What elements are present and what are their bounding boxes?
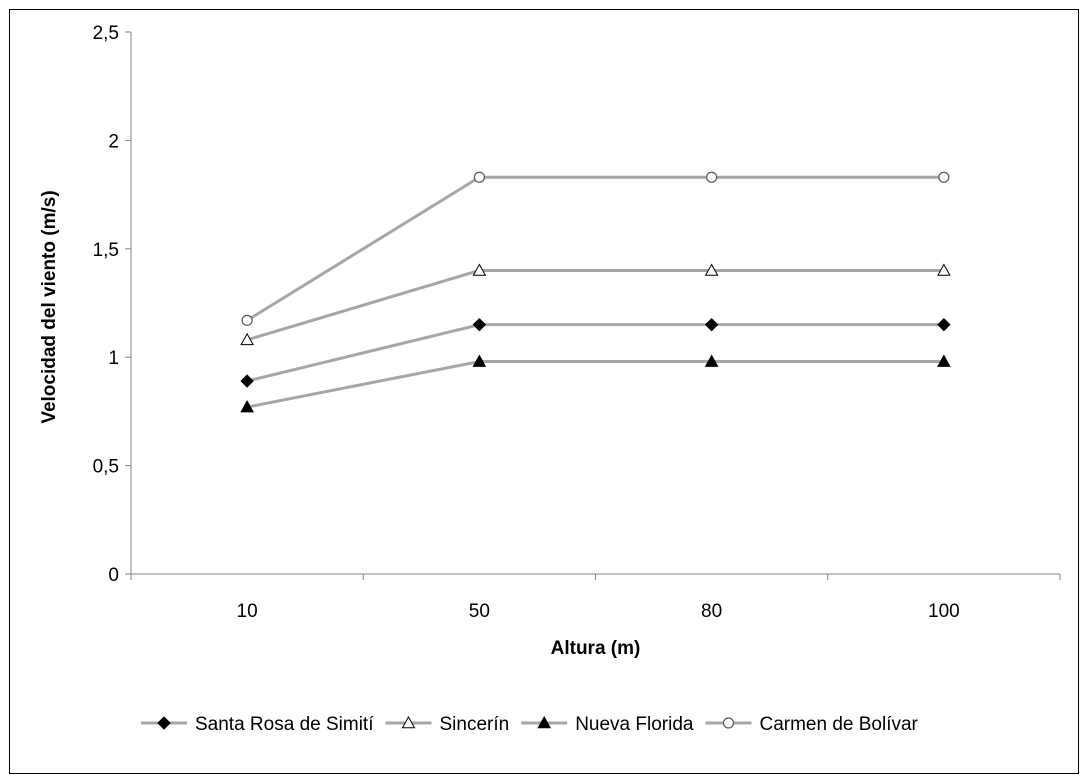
series-line xyxy=(246,268,944,342)
series-layer xyxy=(240,171,951,413)
data-point xyxy=(937,354,951,367)
series-2 xyxy=(240,354,951,413)
legend-label: Santa Rosa de Simití xyxy=(195,714,374,735)
legend-item: Carmen de Bolívar xyxy=(705,714,919,735)
data-point xyxy=(937,317,951,332)
y-tick-label: 1 xyxy=(108,348,119,369)
data-point xyxy=(704,263,719,276)
data-point xyxy=(241,314,253,326)
data-point xyxy=(472,354,487,367)
y-axis-title: Velocidad del viento (m/s) xyxy=(39,190,60,423)
legend-item: Sincerín xyxy=(385,714,509,735)
data-point xyxy=(472,317,487,332)
series-0 xyxy=(240,317,951,388)
x-tick-label: 10 xyxy=(237,601,258,622)
legend-marker xyxy=(157,716,171,730)
y-tick-label: 0 xyxy=(108,565,119,586)
legend-label: Sincerín xyxy=(439,714,509,735)
chart-frame xyxy=(9,9,1079,774)
data-point xyxy=(938,171,950,183)
x-tick-label: 80 xyxy=(701,601,722,622)
axes xyxy=(130,32,1060,575)
y-axis-ticks: 0 0,5 1 1,5 2 2,5 xyxy=(93,23,131,586)
data-point xyxy=(472,263,487,276)
y-tick-label: 2,5 xyxy=(93,23,119,44)
series-line xyxy=(246,360,944,409)
y-tick-label: 1,5 xyxy=(93,240,119,261)
legend: Santa Rosa de Simití Sincerín Nueva Florid… xyxy=(141,714,919,735)
data-point xyxy=(473,171,485,183)
legend-item: Nueva Florida xyxy=(521,714,694,735)
legend-label: Carmen de Bolívar xyxy=(759,714,918,735)
legend-marker xyxy=(722,717,735,729)
y-tick-label: 0,5 xyxy=(93,457,119,478)
data-point xyxy=(704,317,719,332)
x-axis-ticks: 10 50 80 100 xyxy=(130,574,1061,622)
data-point xyxy=(240,374,254,388)
series-3 xyxy=(241,171,950,326)
x-axis-title: Altura (m) xyxy=(551,638,641,659)
data-point xyxy=(937,263,951,276)
y-tick-label: 2 xyxy=(108,131,119,152)
data-point xyxy=(704,354,719,367)
data-point xyxy=(240,400,254,413)
legend-label: Nueva Florida xyxy=(575,714,694,735)
x-tick-label: 100 xyxy=(928,601,960,622)
legend-marker xyxy=(401,715,416,729)
legend-marker xyxy=(537,715,552,729)
series-1 xyxy=(240,263,951,346)
legend-item: Santa Rosa de Simití xyxy=(141,714,374,735)
series-line xyxy=(246,175,944,322)
data-point xyxy=(706,171,718,183)
data-point xyxy=(240,332,254,346)
series-line xyxy=(246,323,944,383)
x-tick-label: 50 xyxy=(469,601,490,622)
